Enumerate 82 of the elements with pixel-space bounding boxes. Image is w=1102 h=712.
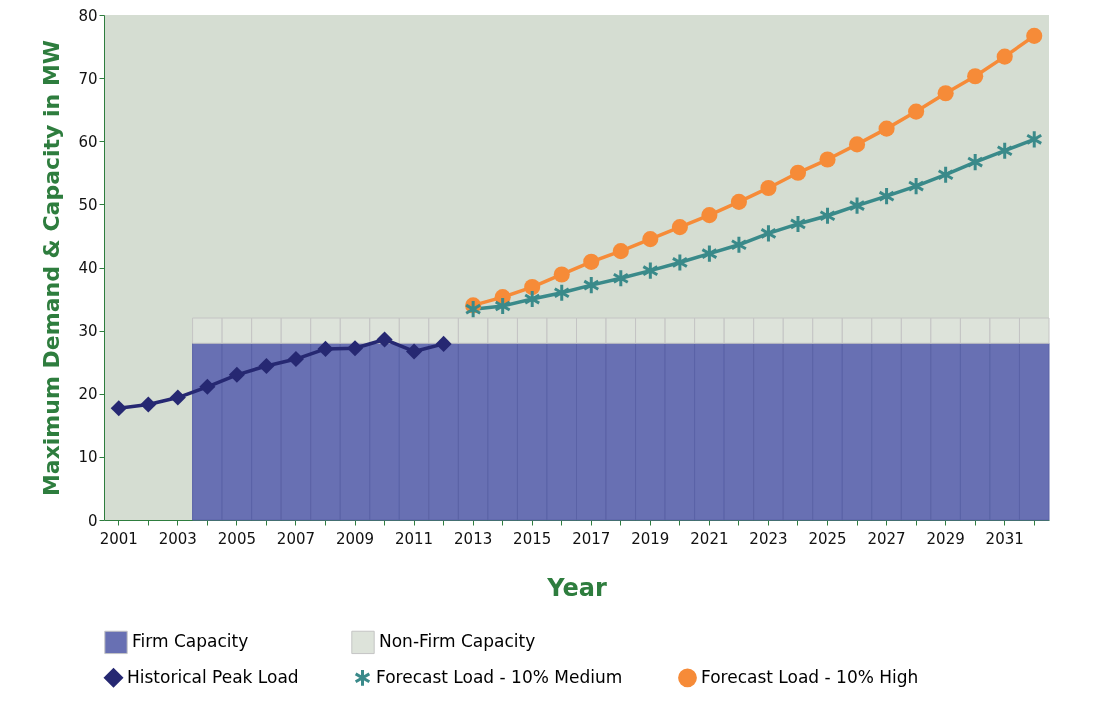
point <box>967 68 984 85</box>
legend-label: Firm Capacity <box>132 631 249 652</box>
point <box>937 165 955 185</box>
point <box>110 400 127 417</box>
point <box>996 141 1014 161</box>
point <box>583 253 600 270</box>
point <box>258 357 275 375</box>
x-tick-label: 2007 <box>276 529 316 548</box>
x-tick-label: 2013 <box>454 529 493 548</box>
point <box>642 231 659 248</box>
point <box>199 378 216 395</box>
legend-label: Non-Firm Capacity <box>379 631 536 652</box>
y-tick-label: 40 <box>78 259 98 277</box>
point <box>287 350 305 368</box>
point <box>671 252 689 273</box>
x-tick-label: 2003 <box>158 529 197 548</box>
x-tick-label: 2009 <box>335 529 375 548</box>
y-tick-label: 50 <box>78 195 98 214</box>
y-tick-label: 20 <box>78 385 98 404</box>
x-axis-title: Year <box>546 573 607 602</box>
point <box>671 219 688 236</box>
point <box>346 340 364 357</box>
point <box>878 120 895 137</box>
point <box>524 279 541 296</box>
x-tick-label: 2031 <box>985 529 1024 548</box>
point <box>553 266 570 283</box>
point <box>464 299 482 319</box>
point <box>848 196 866 216</box>
point <box>908 103 925 120</box>
point <box>848 136 866 153</box>
y-tick-label: 0 <box>87 511 98 530</box>
x-tick-label: 2017 <box>572 529 611 548</box>
y-tick-label: 70 <box>78 69 98 88</box>
point <box>760 179 777 197</box>
point <box>819 151 836 168</box>
point <box>582 275 600 295</box>
point <box>759 223 777 243</box>
y-axis-title: Maximum Demand & Capacity in MW <box>39 39 65 497</box>
x-tick-label: 2023 <box>749 529 788 548</box>
x-tick-label: 2025 <box>808 529 847 548</box>
y-tick-label: 30 <box>78 322 98 341</box>
point <box>169 389 186 406</box>
point <box>612 243 629 260</box>
point <box>819 206 836 226</box>
y-tick-label: 80 <box>78 6 98 25</box>
legend-label: Historical Peak Load <box>127 666 299 687</box>
point <box>701 207 718 224</box>
point <box>140 396 157 413</box>
point <box>317 340 334 357</box>
legend-label: Forecast Load - 10% Medium <box>376 666 623 687</box>
point <box>730 235 748 255</box>
x-tick-label: 2001 <box>99 529 138 548</box>
y-tick-label: 10 <box>78 448 98 467</box>
point <box>228 366 245 383</box>
x-tick-label: 2011 <box>394 529 434 548</box>
point <box>1025 129 1043 149</box>
point <box>1026 27 1043 44</box>
x-tick-label: 2005 <box>217 529 256 548</box>
point <box>612 268 630 288</box>
point <box>789 214 807 234</box>
point <box>937 85 954 102</box>
x-tick-label: 2029 <box>926 529 965 548</box>
point <box>641 261 659 281</box>
x-tick-label: 2015 <box>513 529 552 548</box>
point <box>376 331 393 348</box>
point <box>435 335 452 352</box>
point <box>494 296 512 316</box>
point <box>789 164 807 181</box>
point <box>907 176 925 196</box>
x-tick-label: 2027 <box>867 529 906 548</box>
y-tick-label: 60 <box>78 132 98 151</box>
point <box>730 193 747 210</box>
point <box>878 186 896 206</box>
point <box>700 244 718 264</box>
point <box>523 289 541 309</box>
point <box>966 152 984 172</box>
x-tick-label: 2019 <box>631 529 670 548</box>
point <box>996 48 1013 65</box>
legend-label: Forecast Load - 10% High <box>701 666 919 687</box>
x-tick-label: 2021 <box>690 529 729 548</box>
point <box>553 283 571 303</box>
point <box>406 343 423 360</box>
